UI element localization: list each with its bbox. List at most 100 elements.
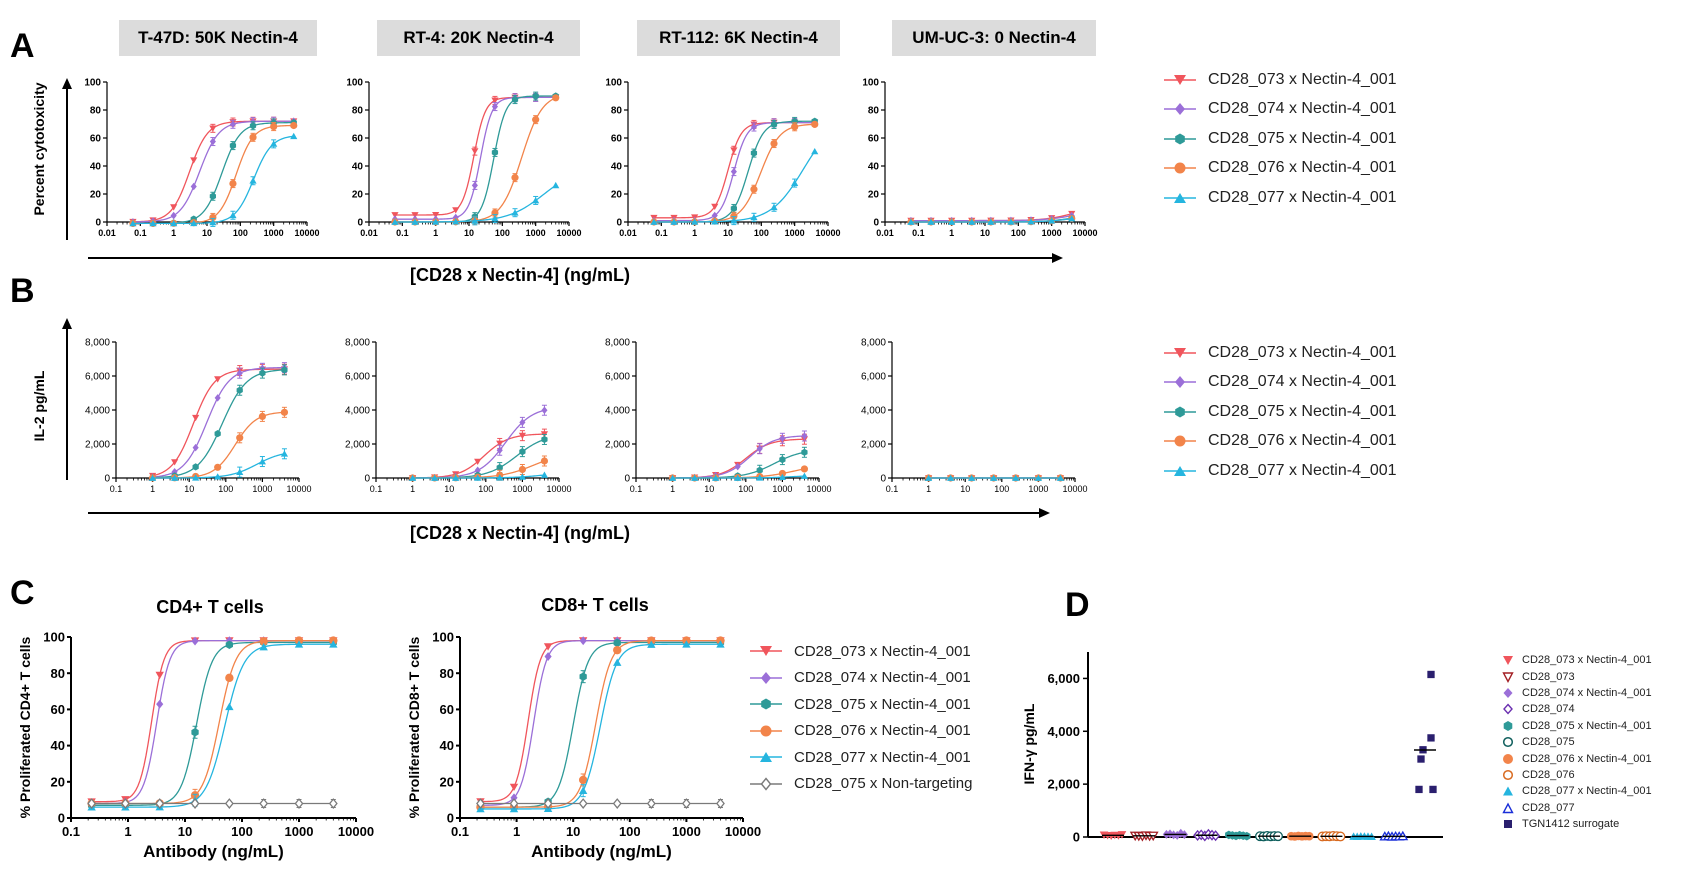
x-tick-label: 100 bbox=[994, 484, 1009, 494]
up-triangle-point bbox=[170, 219, 178, 227]
legend-item: CD28_077 x Nectin-4_001 bbox=[1502, 783, 1652, 799]
up-triangle-point bbox=[1068, 215, 1076, 222]
panel-c-xlabel: Antibody (ng/mL) bbox=[143, 842, 284, 861]
legend-item: CD28_073 x Nectin-4_001 bbox=[1502, 652, 1652, 668]
cd4-title: CD4+ T cells bbox=[156, 597, 264, 617]
hexagon-point bbox=[801, 448, 808, 456]
x-tick-label: 1000 bbox=[1042, 228, 1062, 238]
y-tick-label: 2,000 bbox=[861, 440, 886, 451]
x-tick-label: 1 bbox=[171, 228, 176, 238]
square-marker-icon bbox=[1504, 820, 1512, 829]
fit-curve bbox=[480, 643, 721, 810]
x-tick-label: 1 bbox=[513, 824, 520, 839]
up-triangle-point bbox=[907, 218, 915, 225]
x-tick-label: 10 bbox=[444, 484, 454, 494]
legend-item: TGN1412 surrogate bbox=[1502, 816, 1652, 832]
circle-point bbox=[613, 645, 622, 655]
fit-curve bbox=[480, 639, 721, 803]
circle-point bbox=[225, 673, 234, 683]
y-tick-label: 8,000 bbox=[345, 338, 370, 349]
legend-label: CD28_077 bbox=[1522, 801, 1575, 814]
up-triangle-point bbox=[650, 218, 658, 225]
y-tick-label: 0 bbox=[447, 811, 454, 826]
hexagon-point bbox=[613, 638, 621, 648]
open-diamond-point bbox=[612, 798, 622, 809]
legend-item: CD28_074 x Nectin-4_001 bbox=[1502, 685, 1652, 701]
circle-marker-icon bbox=[750, 725, 782, 737]
open-circle-marker-icon bbox=[1502, 769, 1514, 780]
hexagon-point bbox=[779, 455, 786, 464]
y-tick-label: 80 bbox=[611, 106, 623, 117]
down-triangle-point bbox=[711, 203, 719, 211]
y-tick-label: 100 bbox=[432, 630, 454, 645]
legend-item: CD28_077 x Nectin-4_001 bbox=[1162, 456, 1397, 486]
x-tick-label: 10 bbox=[178, 824, 192, 839]
legend-label: CD28_074 x Nectin-4_001 bbox=[1208, 100, 1397, 118]
up-triangle-point bbox=[149, 474, 157, 481]
x-tick-label: 0.1 bbox=[62, 824, 80, 839]
up-triangle-point bbox=[578, 786, 588, 795]
cell-line-header-3: RT-112: 6K Nectin-4 bbox=[637, 20, 840, 56]
legend-item: CD28_074 x Nectin-4_001 bbox=[1162, 368, 1397, 398]
y-tick-label: 2,000 bbox=[85, 440, 110, 451]
x-tick-label: 100 bbox=[1011, 228, 1026, 238]
down-triangle-point bbox=[730, 147, 738, 154]
hexagon-point bbox=[191, 728, 199, 737]
x-tick-label: 0.1 bbox=[912, 228, 925, 238]
diamond-point bbox=[711, 211, 718, 220]
y-tick-label: 80 bbox=[868, 106, 880, 117]
x-tick-label: 1 bbox=[692, 228, 697, 238]
y-tick-label: 0 bbox=[873, 218, 879, 229]
x-tick-label: 100 bbox=[233, 228, 248, 238]
diamond-point bbox=[474, 466, 481, 475]
up-triangle-point bbox=[1012, 474, 1020, 481]
y-tick-label: 0 bbox=[616, 218, 622, 229]
legend-label: CD28_074 x Nectin-4_001 bbox=[1208, 373, 1397, 391]
up-triangle-marker-icon bbox=[750, 752, 782, 763]
up-triangle-point bbox=[770, 203, 778, 211]
hexagon-point bbox=[491, 148, 499, 157]
fit-curve bbox=[132, 120, 294, 223]
down-triangle-marker-icon bbox=[1164, 74, 1196, 85]
y-tick-label: 0 bbox=[58, 811, 65, 826]
legend-item: CD28_077 bbox=[1502, 800, 1652, 816]
legend-label: CD28_075 x Nectin-4_001 bbox=[1522, 719, 1652, 732]
legend-label: CD28_076 x Nectin-4_001 bbox=[1208, 432, 1397, 450]
fit-curve bbox=[91, 643, 334, 808]
square-point bbox=[1415, 785, 1423, 794]
circle-point bbox=[214, 463, 222, 471]
x-tick-label: 100 bbox=[754, 228, 769, 238]
panel-a-label: A bbox=[10, 27, 35, 65]
circle-point bbox=[552, 94, 560, 102]
up-triangle-point bbox=[756, 474, 764, 481]
down-triangle-point bbox=[452, 207, 460, 214]
circle-point bbox=[229, 179, 237, 188]
diamond-point bbox=[156, 699, 164, 709]
up-triangle-point bbox=[987, 218, 995, 225]
fit-curve bbox=[132, 135, 294, 225]
x-tick-label: 100 bbox=[231, 824, 253, 839]
legend-item: CD28_074 bbox=[1502, 701, 1652, 717]
up-triangle-point bbox=[716, 640, 725, 648]
x-tick-label: 1 bbox=[670, 484, 675, 494]
y-tick-label: 40 bbox=[440, 738, 454, 753]
hexagon-point bbox=[541, 435, 548, 444]
x-tick-label: 1 bbox=[926, 484, 931, 494]
fit-curve bbox=[394, 96, 556, 220]
x-tick-label: 10 bbox=[566, 824, 580, 839]
cell-line-header-2: RT-4: 20K Nectin-4 bbox=[377, 20, 580, 56]
circle-point bbox=[578, 775, 588, 785]
x-tick-label: 10000 bbox=[294, 228, 319, 238]
circle-point bbox=[209, 213, 217, 222]
diamond-point bbox=[171, 468, 178, 476]
y-tick-label: 100 bbox=[84, 78, 101, 89]
y-tick-label: 0 bbox=[357, 218, 363, 229]
legend-item: CD28_076 x Nectin-4_001 bbox=[1162, 427, 1397, 457]
diamond-marker-icon bbox=[1503, 687, 1513, 698]
panel-d-label: D bbox=[1065, 586, 1090, 624]
x-tick-label: 1000 bbox=[526, 228, 546, 238]
y-tick-label: 0 bbox=[1073, 830, 1080, 845]
legend-label: CD28_076 x Nectin-4_001 bbox=[1208, 159, 1397, 177]
y-tick-label: 80 bbox=[51, 666, 65, 681]
